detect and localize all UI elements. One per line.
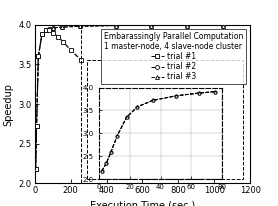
X-axis label: Execution Time (sec.): Execution Time (sec.) xyxy=(90,201,195,206)
Y-axis label: Speedup: Speedup xyxy=(3,83,13,125)
Legend: trial #1, trial #2, trial #3: trial #1, trial #2, trial #3 xyxy=(101,29,246,84)
